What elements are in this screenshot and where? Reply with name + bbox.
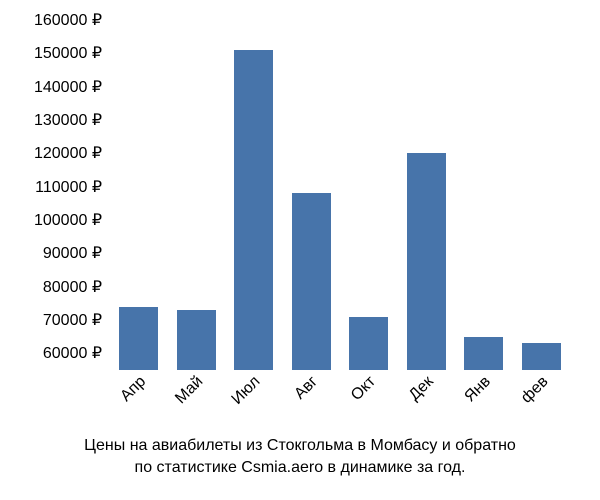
caption-line-1: Цены на авиабилеты из Стокгольма в Момба… — [0, 435, 600, 457]
y-tick-label: 150000 ₽ — [34, 43, 102, 63]
x-axis: Апр Май Июл Авг Окт Дек Янвфев — [110, 375, 570, 435]
y-tick-label: 160000 ₽ — [34, 10, 102, 30]
bar — [407, 153, 446, 370]
y-tick-label: 130000 ₽ — [34, 110, 102, 130]
x-tick-label: Май — [172, 373, 207, 408]
bar — [234, 50, 273, 370]
x-tick-label: Июл — [229, 373, 265, 409]
bar — [177, 310, 216, 370]
x-tick-label: Янв — [461, 373, 494, 406]
y-tick-label: 70000 ₽ — [43, 310, 102, 330]
x-tick-label: фев — [518, 373, 552, 407]
y-tick-label: 140000 ₽ — [34, 77, 102, 97]
bar — [522, 343, 561, 370]
bar — [349, 317, 388, 370]
bar — [292, 193, 331, 370]
price-chart: 60000 ₽ 70000 ₽ 80000 ₽ 90000 ₽ 100000 ₽ 1100… — [0, 0, 600, 500]
chart-caption: Цены на авиабилеты из Стокгольма в Момба… — [0, 435, 600, 478]
caption-line-2: по статистике Csmia.aero в динамике за г… — [0, 457, 600, 479]
x-tick-label: Авг — [292, 373, 322, 403]
y-tick-label: 120000 ₽ — [34, 143, 102, 163]
y-tick-label: 80000 ₽ — [43, 277, 102, 297]
x-tick-label: Окт — [348, 373, 380, 405]
bars-container — [110, 20, 570, 370]
bar — [464, 337, 503, 370]
bar — [119, 307, 158, 370]
x-tick-label: Дек — [405, 373, 437, 405]
plot-area — [110, 20, 570, 370]
y-tick-label: 60000 ₽ — [43, 343, 102, 363]
y-tick-label: 100000 ₽ — [34, 210, 102, 230]
y-axis: 60000 ₽ 70000 ₽ 80000 ₽ 90000 ₽ 100000 ₽ 1100… — [0, 20, 110, 370]
y-tick-label: 110000 ₽ — [35, 177, 102, 197]
x-tick-label: Апр — [117, 373, 150, 406]
y-tick-label: 90000 ₽ — [43, 243, 102, 263]
